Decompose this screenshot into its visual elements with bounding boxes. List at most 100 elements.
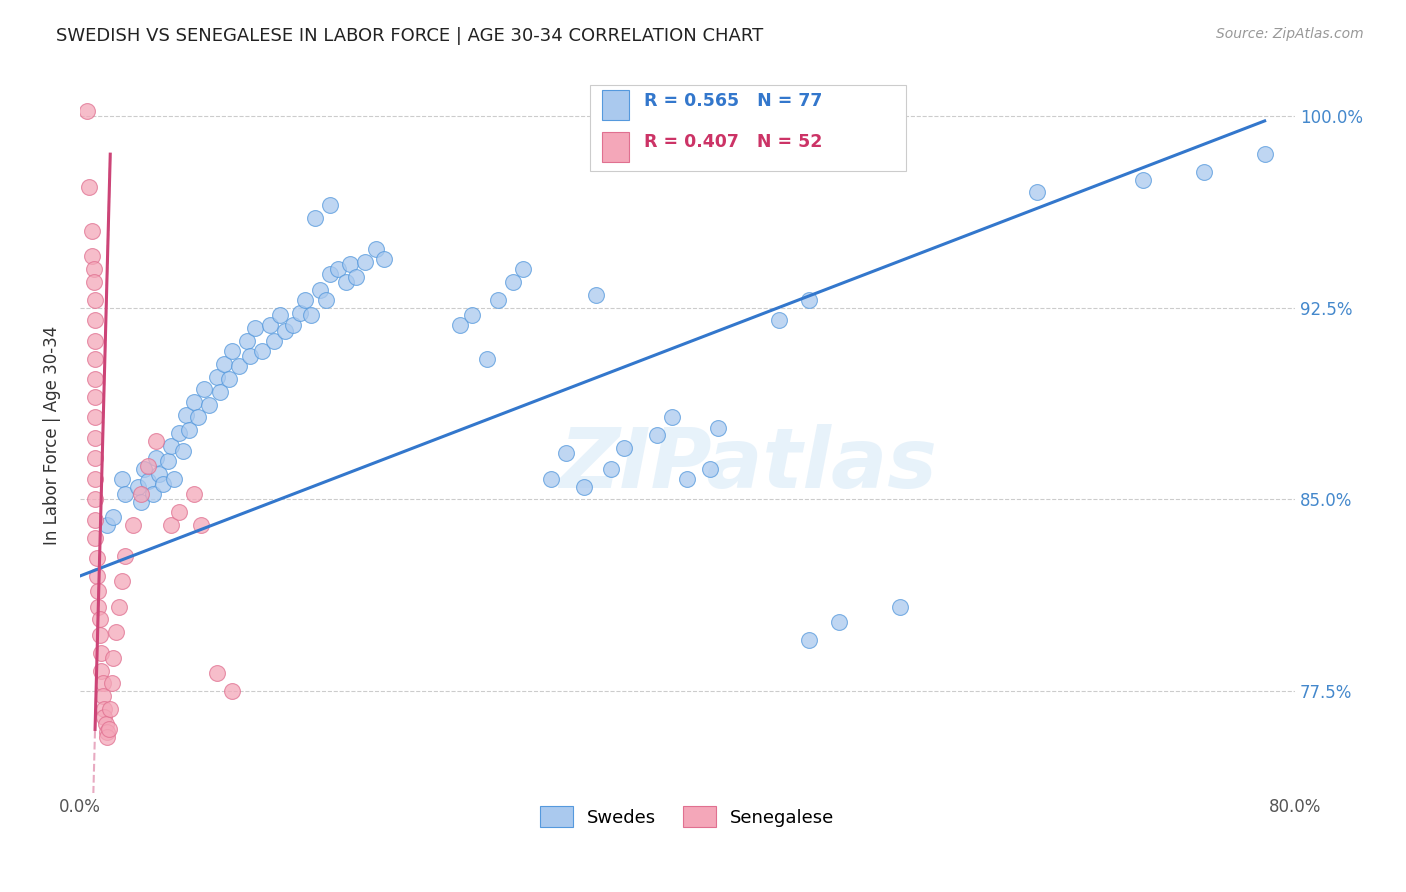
Legend: Swedes, Senegalese: Swedes, Senegalese	[533, 799, 842, 834]
Point	[152, 477, 174, 491]
Point	[1253, 147, 1275, 161]
Point	[797, 293, 820, 307]
Point	[111, 574, 134, 588]
Point	[89, 628, 111, 642]
Point	[661, 410, 683, 425]
Point	[645, 428, 668, 442]
Point	[339, 257, 361, 271]
Point	[145, 434, 167, 448]
Point	[129, 487, 152, 501]
Point	[486, 293, 509, 307]
Point	[84, 390, 107, 404]
Point	[1192, 165, 1215, 179]
Point	[308, 283, 330, 297]
Point	[555, 446, 578, 460]
Point	[167, 425, 190, 440]
Point	[190, 517, 212, 532]
Point	[1132, 172, 1154, 186]
Point	[828, 615, 851, 629]
Point	[86, 569, 108, 583]
Point	[299, 308, 322, 322]
Point	[127, 479, 149, 493]
Point	[889, 599, 911, 614]
Point	[187, 410, 209, 425]
Point	[167, 505, 190, 519]
Text: SWEDISH VS SENEGALESE IN LABOR FORCE | AGE 30-34 CORRELATION CHART: SWEDISH VS SENEGALESE IN LABOR FORCE | A…	[56, 27, 763, 45]
Point	[84, 531, 107, 545]
Point	[205, 369, 228, 384]
Point	[83, 262, 105, 277]
Point	[80, 249, 103, 263]
Point	[84, 293, 107, 307]
Point	[319, 198, 342, 212]
Point	[364, 242, 387, 256]
Point	[239, 349, 262, 363]
Point	[585, 287, 607, 301]
Point	[205, 666, 228, 681]
Point	[212, 357, 235, 371]
Point	[259, 318, 281, 333]
Point	[676, 472, 699, 486]
Point	[97, 723, 120, 737]
Point	[354, 254, 377, 268]
Point	[344, 269, 367, 284]
Point	[148, 467, 170, 481]
Point	[90, 664, 112, 678]
Point	[145, 451, 167, 466]
Point	[91, 689, 114, 703]
Point	[84, 334, 107, 348]
Point	[129, 495, 152, 509]
Point	[91, 676, 114, 690]
Text: R = 0.407   N = 52: R = 0.407 N = 52	[644, 133, 823, 152]
Point	[228, 359, 250, 374]
Point	[281, 318, 304, 333]
Point	[93, 709, 115, 723]
Point	[263, 334, 285, 348]
Point	[172, 443, 194, 458]
Point	[768, 313, 790, 327]
Point	[122, 517, 145, 532]
Point	[502, 275, 524, 289]
Point	[315, 293, 337, 307]
Point	[114, 549, 136, 563]
Point	[1025, 186, 1047, 200]
Point	[84, 513, 107, 527]
Point	[183, 487, 205, 501]
Point	[160, 517, 183, 532]
Point	[174, 408, 197, 422]
Point	[84, 372, 107, 386]
Point	[319, 268, 342, 282]
Point	[83, 275, 105, 289]
Point	[76, 103, 98, 118]
Point	[193, 383, 215, 397]
Point	[304, 211, 326, 225]
Point	[89, 612, 111, 626]
Point	[269, 308, 291, 322]
Point	[156, 454, 179, 468]
Point	[797, 632, 820, 647]
Point	[288, 306, 311, 320]
Point	[179, 423, 201, 437]
Point	[163, 472, 186, 486]
Point	[84, 472, 107, 486]
Point	[236, 334, 259, 348]
Point	[250, 344, 273, 359]
Point	[114, 487, 136, 501]
Point	[84, 410, 107, 425]
Point	[613, 441, 636, 455]
Point	[94, 717, 117, 731]
Point	[84, 451, 107, 466]
Point	[699, 461, 721, 475]
Point	[572, 479, 595, 493]
Point	[160, 439, 183, 453]
Point	[111, 472, 134, 486]
Point	[103, 510, 125, 524]
Point	[274, 324, 297, 338]
Point	[449, 318, 471, 333]
Point	[93, 702, 115, 716]
Point	[90, 646, 112, 660]
Text: R = 0.565   N = 77: R = 0.565 N = 77	[644, 92, 823, 110]
Y-axis label: In Labor Force | Age 30-34: In Labor Force | Age 30-34	[44, 326, 60, 545]
Point	[96, 517, 118, 532]
Bar	[602, 90, 628, 120]
